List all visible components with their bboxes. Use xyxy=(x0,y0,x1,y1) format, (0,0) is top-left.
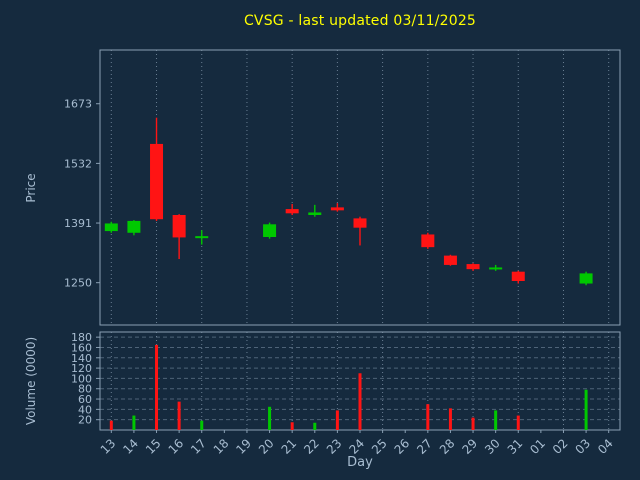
svg-text:01: 01 xyxy=(527,436,548,457)
candle-day-20 xyxy=(263,222,277,239)
svg-text:1532: 1532 xyxy=(64,157,92,170)
volume-bar-day-13 xyxy=(109,420,113,430)
svg-text:19: 19 xyxy=(233,436,254,457)
svg-text:120: 120 xyxy=(71,362,92,375)
svg-text:02: 02 xyxy=(550,436,571,457)
volume-bars xyxy=(109,344,588,430)
volume-bar-day-24 xyxy=(358,373,362,430)
svg-text:16: 16 xyxy=(166,436,187,457)
svg-text:1391: 1391 xyxy=(64,217,92,230)
volume-bar-day-03 xyxy=(584,389,588,430)
svg-text:40: 40 xyxy=(78,403,92,416)
candle-day-22 xyxy=(308,204,322,217)
candle-day-14 xyxy=(127,220,141,236)
svg-text:21: 21 xyxy=(279,436,300,457)
volume-bar-day-20 xyxy=(268,406,272,430)
volume-bar-day-28 xyxy=(448,408,452,430)
candle-day-13 xyxy=(104,221,118,233)
svg-text:14: 14 xyxy=(120,436,141,457)
svg-text:1673: 1673 xyxy=(64,98,92,111)
volume-bar-day-27 xyxy=(426,404,430,430)
chart-title: CVSG - last updated 03/11/2025 xyxy=(243,13,477,29)
candle-day-03 xyxy=(579,271,593,286)
price-tick-labels: 1250 1391 1532 1673 xyxy=(64,98,100,290)
volume-bar-day-21 xyxy=(290,422,294,430)
svg-text:1250: 1250 xyxy=(64,277,92,290)
candle-day-30 xyxy=(489,264,503,271)
svg-text:140: 140 xyxy=(71,352,92,365)
svg-text:13: 13 xyxy=(98,436,119,457)
svg-text:17: 17 xyxy=(188,436,209,457)
svg-text:160: 160 xyxy=(71,341,92,354)
volume-bar-day-16 xyxy=(177,401,181,430)
x-tick-labels: 13 14 15 16 17 18 19 20 21 22 23 24 25 26 27 28 29 30 31 01… xyxy=(98,430,616,457)
volume-bar-day-23 xyxy=(335,410,339,430)
volume-bar-day-29 xyxy=(471,417,475,430)
candle-day-24 xyxy=(353,216,367,246)
candle-day-27 xyxy=(421,232,435,249)
svg-text:25: 25 xyxy=(369,436,390,457)
svg-text:24: 24 xyxy=(346,436,367,457)
svg-text:80: 80 xyxy=(78,383,92,396)
volume-axis-label: Volume (0000) xyxy=(24,336,38,426)
svg-text:30: 30 xyxy=(482,436,503,457)
candle-day-15 xyxy=(150,117,164,221)
svg-text:31: 31 xyxy=(505,436,526,457)
svg-text:100: 100 xyxy=(71,372,92,385)
volume-bar-day-15 xyxy=(155,344,159,430)
svg-text:20: 20 xyxy=(78,414,92,427)
candles xyxy=(104,117,593,286)
svg-text:27: 27 xyxy=(414,436,435,457)
svg-text:26: 26 xyxy=(392,436,413,457)
candle-day-29 xyxy=(466,263,480,271)
svg-text:03: 03 xyxy=(573,436,594,457)
svg-text:15: 15 xyxy=(143,436,164,457)
svg-text:18: 18 xyxy=(211,436,232,457)
candle-day-16 xyxy=(172,214,186,259)
svg-text:29: 29 xyxy=(459,436,480,457)
price-axis-label: Price xyxy=(24,173,38,203)
svg-text:22: 22 xyxy=(301,436,322,457)
candle-day-21 xyxy=(285,204,299,215)
svg-text:23: 23 xyxy=(324,436,345,457)
candle-day-28 xyxy=(443,254,457,266)
candle-day-17 xyxy=(195,230,209,245)
volume-bar-day-22 xyxy=(313,422,317,430)
volume-bar-day-30 xyxy=(494,410,498,430)
svg-text:20: 20 xyxy=(256,436,277,457)
candle-day-31 xyxy=(511,270,525,284)
svg-text:28: 28 xyxy=(437,436,458,457)
candle-day-23 xyxy=(330,203,344,212)
svg-text:180: 180 xyxy=(71,331,92,344)
volume-bar-day-14 xyxy=(132,415,136,430)
svg-text:60: 60 xyxy=(78,393,92,406)
x-axis-label: Day xyxy=(347,455,373,470)
volume-bar-day-17 xyxy=(200,420,204,430)
svg-text:04: 04 xyxy=(595,436,616,457)
volume-bar-day-31 xyxy=(516,415,520,430)
